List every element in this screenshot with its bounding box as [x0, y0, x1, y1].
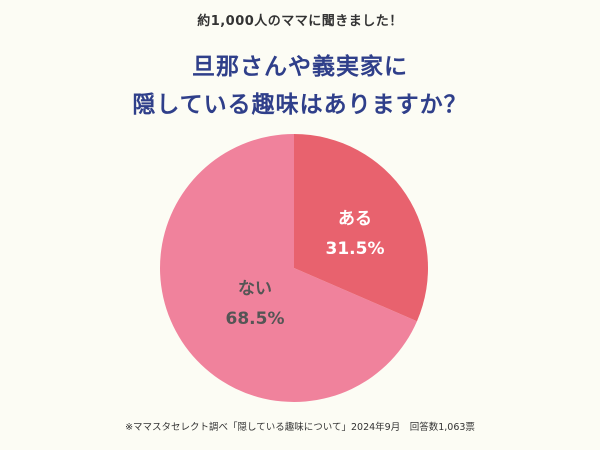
slice-yes-label: ある — [338, 209, 372, 229]
slice-no-value: 68.5% — [225, 309, 285, 329]
slice-label-no: ない 68.5% — [210, 274, 300, 334]
chart-title-line-2: 隠している趣味はありますか？ — [132, 92, 468, 118]
slice-yes-value: 31.5% — [325, 239, 385, 259]
slice-no-label: ない — [238, 279, 272, 299]
pie-slice-yes — [294, 134, 429, 322]
chart-title: 旦那さんや義実家に 隠している趣味はありますか？ — [0, 48, 600, 124]
pie-slice-no — [160, 134, 417, 402]
source-footnote: ※ママスタセレクト調べ「隠している趣味について」2024年9月 回答数1,063… — [125, 422, 475, 433]
survey-subtitle: 約1,000人のママに聞きました！ — [197, 14, 403, 29]
chart-title-line-1: 旦那さんや義実家に — [192, 54, 408, 80]
slice-label-yes: ある 31.5% — [310, 204, 400, 264]
